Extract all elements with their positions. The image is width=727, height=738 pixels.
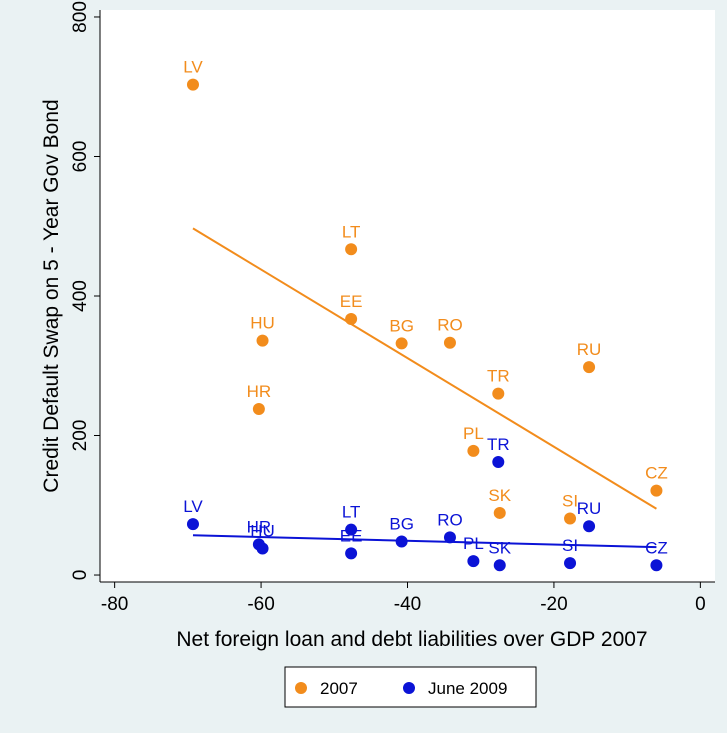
data-label-june-2009-hr: HR (247, 517, 272, 536)
data-point-june-2009-pl (467, 555, 480, 568)
data-label-june-2009-sk: SK (488, 538, 511, 557)
y-tick-label: 600 (70, 141, 91, 173)
legend-label-2007: 2007 (320, 679, 358, 698)
data-label-2007-lt: LT (342, 222, 361, 241)
data-label-june-2009-ru: RU (577, 499, 602, 518)
plot-area (100, 10, 715, 582)
data-label-2007-cz: CZ (645, 464, 668, 483)
data-point-june-2009-ru (583, 520, 596, 533)
data-point-june-2009-tr (492, 456, 505, 469)
data-label-june-2009-bg: BG (389, 515, 414, 534)
data-point-2007-hr (252, 403, 265, 416)
data-label-june-2009-lv: LV (183, 497, 203, 516)
data-label-2007-ro: RO (437, 316, 463, 335)
legend-marker-june-2009 (403, 682, 415, 694)
x-tick-label: 0 (695, 594, 706, 615)
data-label-2007-ru: RU (577, 340, 602, 359)
data-point-june-2009-ro (443, 531, 456, 544)
y-tick-label: 0 (70, 570, 91, 581)
x-tick-label: -60 (247, 594, 274, 615)
data-point-2007-ro (443, 336, 456, 349)
data-point-2007-bg (395, 337, 408, 350)
x-tick-label: -20 (540, 594, 567, 615)
data-point-2007-sk (493, 506, 506, 519)
y-tick-label: 200 (70, 420, 91, 452)
data-label-june-2009-ee: EE (340, 526, 363, 545)
data-label-june-2009-lt: LT (342, 503, 361, 522)
data-point-june-2009-ee (345, 547, 358, 560)
data-label-june-2009-tr: TR (487, 435, 510, 454)
data-label-june-2009-pl: PL (463, 534, 484, 553)
legend-marker-2007 (295, 682, 307, 694)
x-tick-label: -40 (394, 594, 421, 615)
data-point-june-2009-sk (493, 559, 506, 572)
data-point-2007-hu (256, 334, 269, 347)
data-point-june-2009-lv (186, 518, 199, 531)
y-tick-label: 400 (70, 280, 91, 312)
data-label-june-2009-ro: RO (437, 510, 463, 529)
data-label-2007-bg: BG (389, 316, 414, 335)
data-point-2007-cz (650, 484, 663, 497)
data-label-2007-ee: EE (340, 292, 363, 311)
data-point-june-2009-si (564, 557, 577, 570)
y-tick-label: 800 (70, 1, 91, 33)
data-label-2007-pl: PL (463, 424, 484, 443)
legend-label-june-2009: June 2009 (428, 679, 507, 698)
y-axis-label: Credit Default Swap on 5 - Year Gov Bond (40, 99, 63, 492)
data-label-2007-sk: SK (488, 486, 511, 505)
legend: 2007 June 2009 (284, 666, 537, 708)
data-point-2007-lv (186, 78, 199, 91)
data-label-2007-si: SI (562, 492, 578, 511)
chart-marks: 0 200 400 600 800 -80 -60 -40 -20 0 LV LT HU EE BG RO HR… (70, 1, 715, 615)
fit-line-june-2009 (192, 534, 657, 549)
x-tick-label: -80 (101, 594, 128, 615)
data-label-june-2009-hu: HU (250, 522, 275, 541)
data-point-june-2009-hu (256, 542, 269, 555)
data-point-june-2009-lt (345, 523, 358, 536)
data-point-2007-tr (492, 387, 505, 400)
x-axis-label: Net foreign loan and debt liabilities ov… (176, 628, 647, 651)
data-label-2007-tr: TR (487, 367, 510, 386)
data-point-2007-si (564, 512, 577, 525)
data-point-june-2009-bg (395, 535, 408, 548)
data-point-2007-ee (345, 313, 358, 326)
data-label-2007-hu: HU (250, 314, 275, 333)
data-point-2007-ru (583, 361, 596, 374)
data-label-june-2009-cz: CZ (645, 538, 668, 557)
data-label-2007-hr: HR (247, 382, 272, 401)
data-point-2007-lt (345, 243, 358, 256)
data-point-june-2009-cz (650, 559, 663, 572)
data-label-june-2009-si: SI (562, 536, 578, 555)
data-point-2007-pl (467, 444, 480, 457)
data-label-2007-lv: LV (183, 58, 203, 77)
fit-line-2007 (192, 227, 657, 510)
